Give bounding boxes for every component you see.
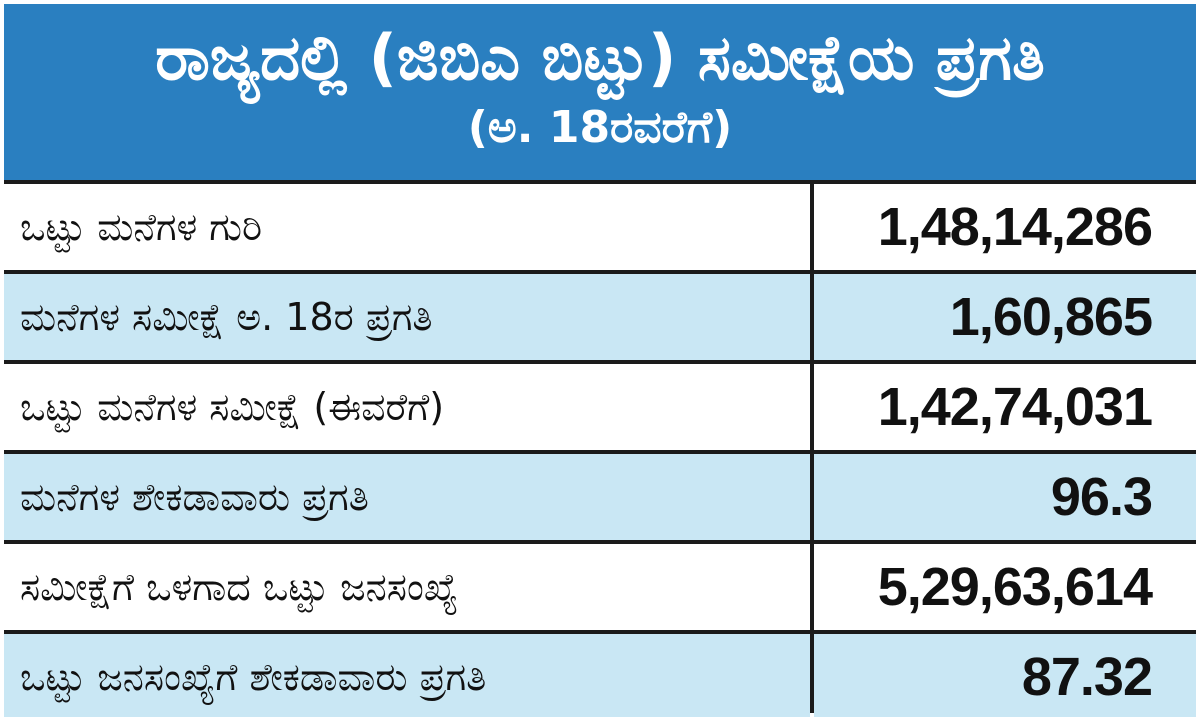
row-value: 1,42,74,031: [814, 364, 1196, 450]
table-row: ಒಟ್ಟು ಮನೆಗಳ ಸಮೀಕ್ಷೆ (ಈವರೆಗೆ) 1,42,74,031: [4, 364, 1196, 450]
row-label: ಒಟ್ಟು ಮನೆಗಳ ಸಮೀಕ್ಷೆ (ಈವರೆಗೆ): [4, 364, 810, 450]
row-label: ಒಟ್ಟು ಮನೆಗಳ ಗುರಿ: [4, 184, 810, 270]
table-row: ಒಟ್ಟು ಮನೆಗಳ ಗುರಿ 1,48,14,286: [4, 184, 1196, 270]
table-body: ಒಟ್ಟು ಮನೆಗಳ ಗುರಿ 1,48,14,286 ಮನೆಗಳ ಸಮೀಕ್…: [4, 184, 1196, 717]
row-value: 96.3: [814, 454, 1196, 540]
row-label: ಸಮೀಕ್ಷೆಗೆ ಒಳಗಾದ ಒಟ್ಟು ಜನಸಂಖ್ಯೆ: [4, 544, 810, 630]
row-value: 1,48,14,286: [814, 184, 1196, 270]
table-row: ಸಮೀಕ್ಷೆಗೆ ಒಳಗಾದ ಒಟ್ಟು ಜನಸಂಖ್ಯೆ 5,29,63,6…: [4, 544, 1196, 630]
survey-progress-table: ರಾಜ್ಯದಲ್ಲಿ (ಜಿಬಿಎ ಬಿಟ್ಟು) ಸಮೀಕ್ಷೆಯ ಪ್ರಗತ…: [4, 4, 1196, 717]
table-row: ಮನೆಗಳ ಸಮೀಕ್ಷೆ ಅ. 18ರ ಪ್ರಗತಿ 1,60,865: [4, 274, 1196, 360]
table-row: ಮನೆಗಳ ಶೇಕಡಾವಾರು ಪ್ರಗತಿ 96.3: [4, 454, 1196, 540]
table-header: ರಾಜ್ಯದಲ್ಲಿ (ಜಿಬಿಎ ಬಿಟ್ಟು) ಸಮೀಕ್ಷೆಯ ಪ್ರಗತ…: [4, 4, 1196, 180]
table-row: ಒಟ್ಟು ಜನಸಂಖ್ಯೆಗೆ ಶೇಕಡಾವಾರು ಪ್ರಗತಿ 87.32: [4, 634, 1196, 717]
table-title: ರಾಜ್ಯದಲ್ಲಿ (ಜಿಬಿಎ ಬಿಟ್ಟು) ಸಮೀಕ್ಷೆಯ ಪ್ರಗತ…: [155, 21, 1045, 94]
row-label: ಮನೆಗಳ ಶೇಕಡಾವಾರು ಪ್ರಗತಿ: [4, 454, 810, 540]
row-value: 1,60,865: [814, 274, 1196, 360]
row-value: 5,29,63,614: [814, 544, 1196, 630]
row-label: ಒಟ್ಟು ಜನಸಂಖ್ಯೆಗೆ ಶೇಕಡಾವಾರು ಪ್ರಗತಿ: [4, 634, 810, 717]
row-label: ಮನೆಗಳ ಸಮೀಕ್ಷೆ ಅ. 18ರ ಪ್ರಗತಿ: [4, 274, 810, 360]
table-subtitle: (ಅ. 18ರವರೆಗೆ): [467, 102, 733, 153]
row-value: 87.32: [814, 634, 1196, 717]
